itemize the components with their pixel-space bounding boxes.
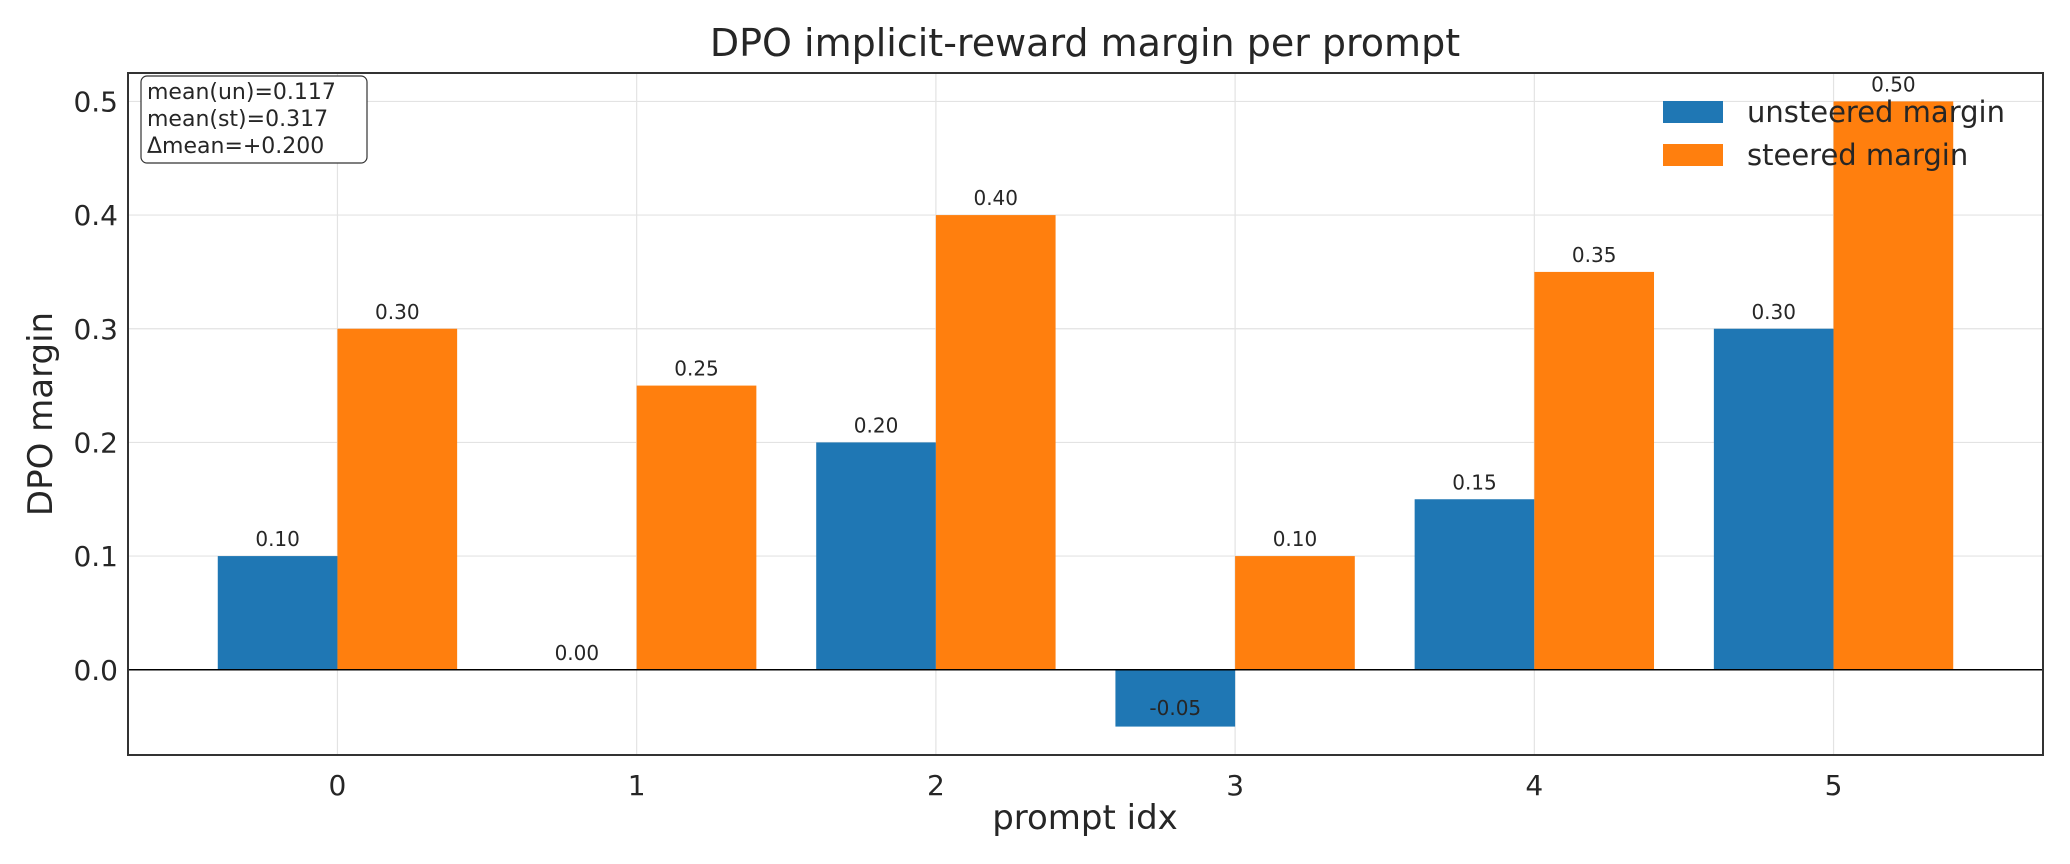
bar-s0-0 [217, 556, 338, 670]
x-tick-label-3: 3 [1226, 769, 1244, 802]
bar-label-s1-2: 0.40 [973, 186, 1018, 210]
bar-s1-5 [1833, 101, 1954, 670]
stats-box [140, 75, 368, 164]
bar-label-s0-5: 0.30 [1751, 300, 1796, 324]
bar-label-s1-4: 0.35 [1572, 243, 1617, 267]
y-tick-label-4: 0.4 [73, 199, 118, 232]
y-axis-label: DPO margin [21, 312, 61, 516]
stats-line-mean-steered: mean(st)=0.317 [147, 107, 328, 132]
legend-swatch-steered [1663, 144, 1723, 166]
x-tick-label-0: 0 [329, 769, 347, 802]
stats-annotation: mean(un)=0.117 mean(st)=0.317 Δmean=+0.2… [140, 75, 368, 164]
y-tick-label-2: 0.2 [73, 426, 118, 459]
bar-s1-3 [1235, 556, 1355, 670]
y-tick-label-5: 0.5 [73, 85, 118, 118]
y-tick-label-0: 0.0 [73, 654, 118, 687]
stats-line-mean-unsteered: mean(un)=0.117 [147, 80, 336, 105]
plot-frame [127, 72, 2044, 756]
bar-s0-5 [1713, 328, 1834, 670]
bar-s0-4 [1414, 499, 1535, 670]
x-tick-label-5: 5 [1825, 769, 1843, 802]
bar-label-s1-0: 0.30 [375, 300, 420, 324]
bar-s1-1 [636, 385, 757, 670]
bar-labels: 0.10 0.00 0.20 -0.05 0.15 0.30 0.30 0.25 0.40 0.1… [255, 72, 1915, 719]
bar-s0-3 [1115, 669, 1236, 727]
legend-swatch-unsteered [1663, 101, 1723, 123]
x-tick-label-1: 1 [628, 769, 646, 802]
legend-label-steered: steered margin [1747, 138, 1968, 172]
bar-label-s0-4: 0.15 [1452, 470, 1497, 494]
bar-s1-4 [1534, 271, 1655, 670]
x-tick-label-4: 4 [1525, 769, 1543, 802]
x-ticks: 0 1 2 3 4 5 [329, 769, 1843, 802]
stats-line-delta-mean: Δmean=+0.200 [147, 134, 324, 159]
y-tick-label-3: 0.3 [73, 313, 118, 346]
bar-label-s0-3: -0.05 [1149, 696, 1201, 720]
bar-s1-0 [337, 328, 458, 670]
chart-title: DPO implicit-reward margin per prompt [710, 21, 1460, 65]
bar-label-s1-1: 0.25 [674, 357, 719, 381]
x-tick-label-2: 2 [927, 769, 945, 802]
x-axis-label: prompt idx [992, 798, 1178, 838]
bar-s1-2 [935, 215, 1056, 670]
bar-s0-2 [816, 442, 936, 670]
y-tick-label-1: 0.1 [73, 540, 118, 573]
bar-label-s1-3: 0.10 [1273, 527, 1318, 551]
legend-label-unsteered: unsteered margin [1747, 95, 2005, 129]
bar-label-s0-1: 0.00 [555, 641, 600, 665]
bar-label-s0-2: 0.20 [854, 413, 899, 437]
bar-label-s1-5: 0.50 [1871, 72, 1916, 96]
bar-label-s0-0: 0.10 [255, 527, 300, 551]
legend: unsteered margin steered margin [1663, 95, 2005, 172]
y-ticks: 0.0 0.1 0.2 0.3 0.4 0.5 [73, 85, 118, 686]
bars [217, 101, 1954, 727]
